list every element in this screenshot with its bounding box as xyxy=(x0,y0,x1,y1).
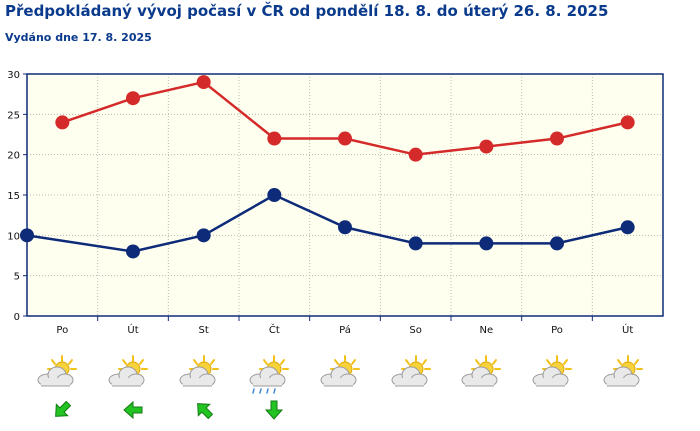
max-temperature-point xyxy=(126,91,140,106)
y-tick-label: 25 xyxy=(7,110,20,121)
partly-cloudy-sun-icon xyxy=(32,354,82,394)
y-tick-label: 10 xyxy=(7,231,20,242)
x-tick-label: Ne xyxy=(480,325,494,336)
min-temperature-point xyxy=(267,188,282,202)
weather-icons-row xyxy=(0,348,700,431)
x-tick-label: St xyxy=(199,325,209,336)
y-tick-label: 5 xyxy=(14,272,20,283)
partly-cloudy-sun-icon xyxy=(103,354,153,394)
page-title: Předpokládaný vývoj počasí v ČR od pondě… xyxy=(5,2,609,20)
x-tick-label: Po xyxy=(551,325,563,336)
x-tick-label: Čt xyxy=(269,323,280,336)
x-tick-label: Pá xyxy=(339,324,351,336)
min-temperature-point xyxy=(126,244,140,259)
max-temperature-point xyxy=(550,131,564,146)
x-tick-label: So xyxy=(409,325,421,336)
partly-cloudy-sun-icon xyxy=(598,354,648,394)
min-temperature-point xyxy=(196,228,211,243)
y-tick-label: 0 xyxy=(14,312,20,323)
wind-arrow-northwest-icon xyxy=(194,400,214,420)
wind-arrow-southwest-icon xyxy=(52,400,72,420)
x-tick-label: Út xyxy=(622,323,633,336)
partly-cloudy-sun-icon xyxy=(527,354,577,394)
x-tick-label: Po xyxy=(56,325,68,336)
min-temperature-point xyxy=(408,236,423,251)
partly-cloudy-sun-icon xyxy=(386,354,436,394)
min-temperature-point xyxy=(338,220,352,235)
y-tick-label: 15 xyxy=(7,191,20,202)
cloudy-rain-sun-icon xyxy=(244,354,294,394)
wind-arrow-west-icon xyxy=(123,400,143,420)
max-temperature-point xyxy=(267,131,282,146)
plot-frame xyxy=(26,73,664,317)
partly-cloudy-sun-icon xyxy=(174,354,224,394)
partly-cloudy-sun-icon xyxy=(315,354,365,394)
max-temperature-point xyxy=(620,115,635,130)
min-temperature-point xyxy=(550,236,564,251)
max-temperature-point xyxy=(408,147,423,162)
x-tick-label: Út xyxy=(127,323,138,336)
max-temperature-point xyxy=(338,131,352,146)
y-tick-label: 30 xyxy=(7,70,20,81)
wind-arrow-south-icon xyxy=(264,400,284,420)
temperature-chart: 0 5 10 15 20 25 30 Po Út St Čt Pá So Ne Po Út xyxy=(7,70,664,336)
issue-date: Vydáno dne 17. 8. 2025 xyxy=(5,31,152,44)
min-temperature-point xyxy=(20,228,34,243)
min-temperature-point xyxy=(620,220,635,235)
max-temperature-point xyxy=(55,115,70,130)
partly-cloudy-sun-icon xyxy=(456,354,506,394)
min-temperature-point xyxy=(479,236,494,251)
max-temperature-point xyxy=(479,139,494,154)
y-tick-label: 20 xyxy=(7,151,20,162)
max-temperature-point xyxy=(196,75,211,90)
